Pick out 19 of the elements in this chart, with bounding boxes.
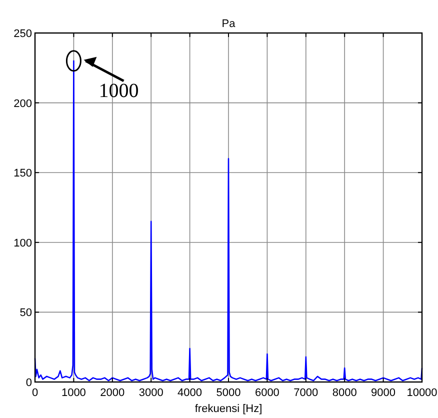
x-tick-label: 5000 <box>216 387 241 399</box>
x-tick-label: 4000 <box>178 387 202 399</box>
y-tick-label: 100 <box>14 237 32 250</box>
x-tick-label: 6000 <box>254 387 280 399</box>
x-tick-label: 9000 <box>371 387 396 399</box>
y-tick-label: 50 <box>20 307 32 320</box>
y-tick-label: 250 <box>14 28 32 40</box>
y-tick-label: 200 <box>14 98 32 110</box>
x-axis-title: frekuensi [Hz] <box>194 403 262 415</box>
x-tick-label: 8000 <box>332 387 357 399</box>
annotation: 1000 <box>98 80 139 102</box>
x-tick-label: 2000 <box>100 387 125 399</box>
x-tick-label: 10000 <box>406 387 438 399</box>
x-tick-label: 3000 <box>138 387 164 399</box>
chart-title: Pa <box>222 18 236 30</box>
y-tick-label: 0 <box>26 377 32 389</box>
x-tick-label: 7000 <box>294 387 318 399</box>
y-tick-label: 150 <box>14 168 32 180</box>
x-tick-label: 1000 <box>61 387 86 399</box>
